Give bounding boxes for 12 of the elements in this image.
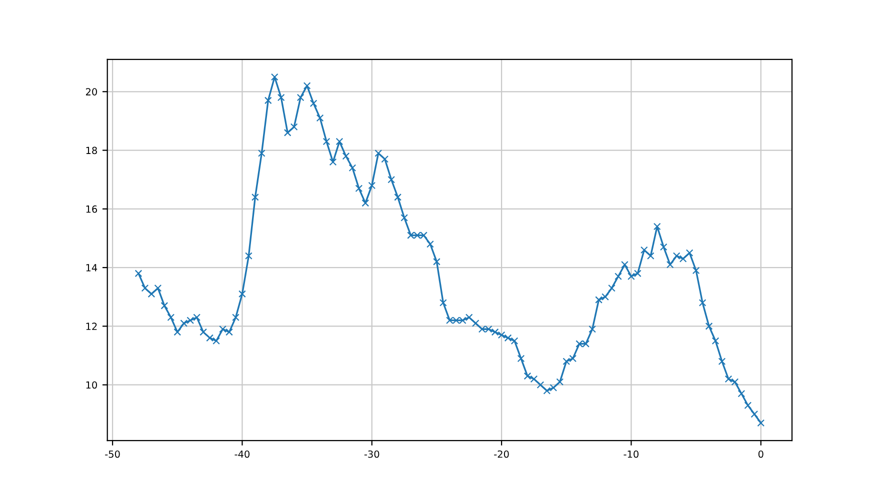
y-tick-label: 14	[86, 264, 98, 272]
y-tick-label: 18	[86, 146, 97, 154]
x-tick-label: 0	[758, 450, 764, 458]
y-tick-label: 20	[86, 88, 97, 96]
x-tick-label: -30	[364, 450, 380, 458]
x-tick-label: -50	[105, 450, 120, 458]
y-tick-label: 10	[86, 381, 97, 389]
x-tick-label: -40	[234, 450, 250, 458]
y-tick-label: 16	[86, 205, 98, 213]
y-tick-label: 12	[86, 322, 97, 330]
x-tick-label: -20	[494, 450, 509, 458]
x-tick-label: -10	[624, 450, 639, 458]
